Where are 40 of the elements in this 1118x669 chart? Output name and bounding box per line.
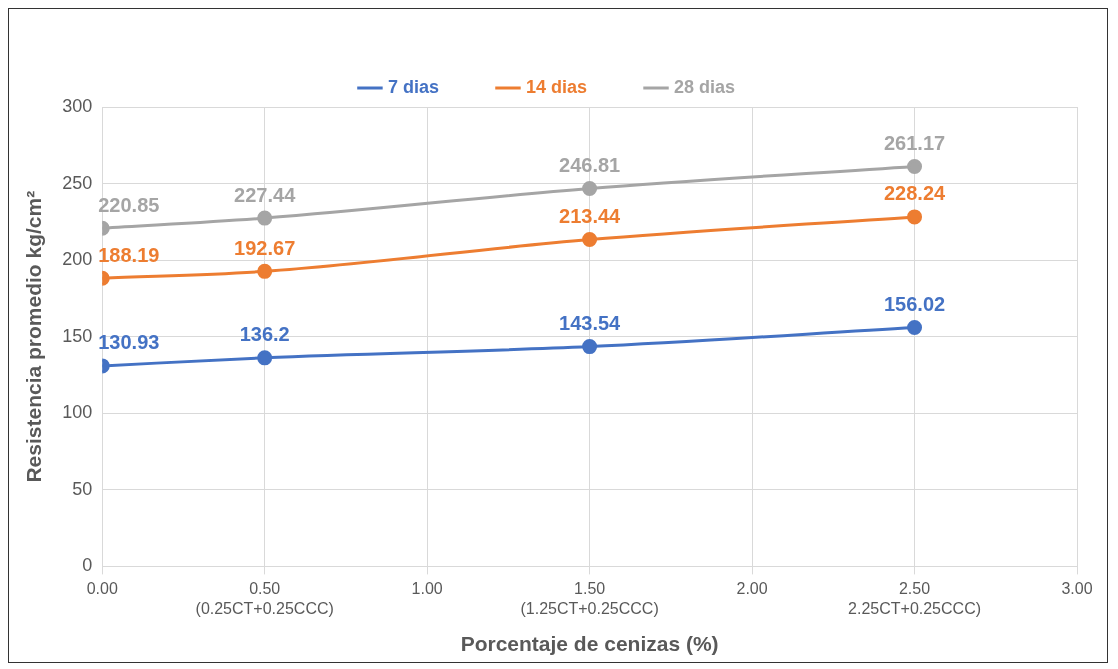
y-tick-label: 100 [62, 402, 93, 423]
data-label: 228.24 [883, 182, 946, 205]
data-label: 227.44 [234, 183, 297, 206]
legend-label: 28 dias [674, 76, 736, 97]
point [582, 180, 598, 196]
data-label: 143.54 [559, 312, 622, 335]
y-tick-label: 200 [62, 249, 93, 270]
y-tick-label: 300 [62, 95, 93, 116]
data-label: 130.93 [98, 331, 160, 354]
y-tick-label: 250 [62, 172, 93, 193]
x-axis-title: Porcentaje de cenizas (%) [460, 632, 719, 656]
x-tick-label: 2.00 [736, 580, 768, 598]
point [582, 339, 598, 355]
y-tick-label: 0 [82, 555, 93, 576]
point [907, 209, 923, 225]
point [257, 210, 273, 226]
point [907, 319, 923, 335]
x-tick-label: 0.00 [86, 580, 118, 598]
data-label: 156.02 [883, 293, 946, 315]
x-tick-label: 0.50 (0.25CT+0.25CCC) [195, 580, 334, 617]
data-label: 188.19 [98, 243, 160, 266]
point [257, 350, 273, 366]
y-tick-label: 150 [62, 325, 93, 346]
y-axis-title: Resistencia promedio kg/cm² [22, 190, 46, 483]
x-tick-label: 1.00 [411, 580, 443, 598]
x-tick-label: 1.50 (1.25CT+0.25CCC) [520, 580, 659, 617]
x-tick-label: 2.50 2.25CT+0.25CCC) [848, 580, 982, 617]
point [582, 232, 598, 248]
point [257, 263, 273, 279]
y-tick-label: 50 [72, 478, 93, 499]
data-label: 213.44 [559, 205, 622, 228]
x-tick-label: 3.00 [1061, 580, 1093, 598]
data-label: 220.85 [98, 193, 160, 216]
data-label: 136.2 [239, 323, 290, 346]
data-label: 192.67 [234, 236, 296, 259]
legend-label: 14 dias [525, 76, 588, 97]
point [907, 158, 923, 174]
data-label: 246.81 [559, 153, 621, 176]
legend-label: 7 dias [387, 76, 439, 97]
data-label: 261.17 [883, 131, 946, 154]
